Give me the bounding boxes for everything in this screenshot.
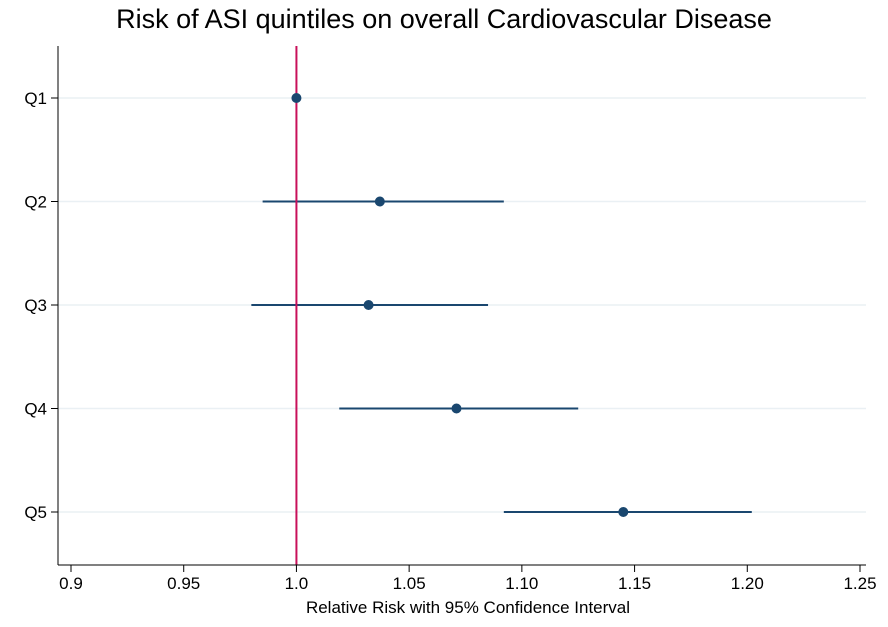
point-estimate-q4 <box>451 403 462 414</box>
point-estimate-q2 <box>374 196 385 207</box>
y-tick-label-q3: Q3 <box>24 296 47 315</box>
x-tick-label: 0.9 <box>59 574 83 593</box>
y-tick-label-q4: Q4 <box>24 400 47 419</box>
y-tick-label-q1: Q1 <box>24 89 47 108</box>
y-tick-labels: Q1 Q2 Q3 Q4 Q5 <box>24 89 47 522</box>
y-tick-label-q5: Q5 <box>24 503 47 522</box>
x-tick-label: 0.95 <box>167 574 200 593</box>
point-estimate-q1 <box>291 93 302 103</box>
axes <box>51 46 866 572</box>
point-estimates <box>291 93 629 517</box>
x-tick-label: 1.05 <box>393 574 426 593</box>
point-estimate-q5 <box>618 507 629 517</box>
x-axis-label: Relative Risk with 95% Confidence Interv… <box>306 598 630 617</box>
chart-title: Risk of ASI quintiles on overall Cardiov… <box>116 4 772 34</box>
y-tick-label-q2: Q2 <box>24 193 47 212</box>
x-tick-label: 1.10 <box>505 574 538 593</box>
x-tick-label: 1.15 <box>618 574 651 593</box>
x-tick-labels: 0.9 0.95 1.0 1.05 1.10 1.15 1.20 1.25 <box>59 574 876 593</box>
point-estimate-q3 <box>363 300 374 310</box>
x-tick-label: 1.0 <box>285 574 309 593</box>
x-tick-label: 1.20 <box>731 574 764 593</box>
x-tick-label: 1.25 <box>843 574 876 593</box>
